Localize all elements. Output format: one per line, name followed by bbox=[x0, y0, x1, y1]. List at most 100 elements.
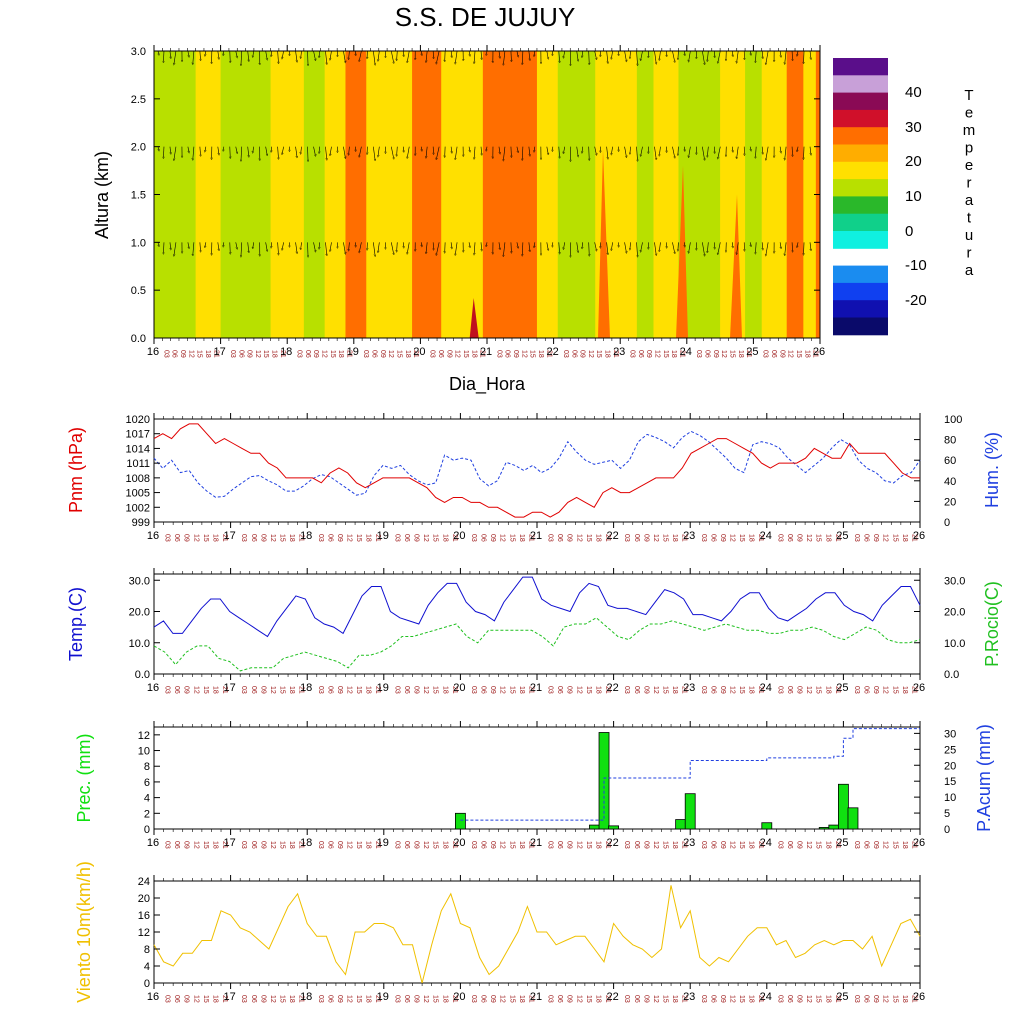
hour-label: 09 bbox=[413, 534, 420, 542]
hour-label: 06 bbox=[480, 841, 487, 849]
y-tick-label-right: 80 bbox=[944, 435, 956, 447]
hour-label: 21 bbox=[604, 995, 611, 1003]
hour-label: 12 bbox=[192, 686, 199, 694]
hour-label: 06 bbox=[173, 686, 180, 694]
day-label: 20 bbox=[453, 682, 465, 694]
precipitation-bar bbox=[675, 819, 687, 830]
wind-arrow bbox=[564, 242, 566, 248]
wind-arrow bbox=[582, 146, 583, 153]
wind-arrow bbox=[158, 50, 159, 54]
day-label: 22 bbox=[606, 530, 618, 542]
hour-label: 06 bbox=[863, 841, 870, 849]
hour-label: 18 bbox=[901, 841, 908, 849]
wind-arrow bbox=[301, 242, 302, 249]
hour-label: 15 bbox=[661, 534, 668, 542]
hour-label: 09 bbox=[796, 995, 803, 1003]
legend-title-letter: t bbox=[967, 210, 972, 227]
hour-label: 12 bbox=[575, 995, 582, 1003]
y-tick-label-right: 60 bbox=[944, 455, 956, 467]
wind-arrow bbox=[499, 146, 500, 154]
hour-label: 06 bbox=[173, 995, 180, 1003]
y-tick-label-right: 10.0 bbox=[944, 638, 965, 650]
wind-arrow bbox=[611, 242, 613, 249]
wind-arrow bbox=[785, 242, 787, 255]
hour-label: 06 bbox=[326, 686, 333, 694]
wind-arrow bbox=[455, 50, 458, 63]
y-tick-label: 10 bbox=[138, 746, 150, 758]
wind-arrow bbox=[158, 242, 159, 245]
hour-label: 12 bbox=[499, 686, 506, 694]
wind-arrow bbox=[349, 50, 350, 59]
wind-arrow bbox=[707, 146, 708, 157]
day-label: 25 bbox=[746, 346, 758, 358]
wind-arrow bbox=[702, 146, 704, 160]
height-tick-label: 1.0 bbox=[131, 237, 146, 249]
temperature-band bbox=[653, 51, 679, 338]
hour-label: 03 bbox=[317, 995, 324, 1003]
day-label: 26 bbox=[913, 682, 925, 694]
hour-label: 09 bbox=[183, 841, 190, 849]
wind-arrow bbox=[707, 50, 708, 61]
wind-arrow bbox=[205, 242, 206, 246]
hour-label: 15 bbox=[202, 534, 209, 542]
day-label: 20 bbox=[453, 991, 465, 1003]
hour-label: 09 bbox=[336, 534, 343, 542]
wind-arrow bbox=[474, 146, 475, 159]
hour-label: 21 bbox=[451, 995, 458, 1003]
hour-label: 15 bbox=[196, 350, 203, 358]
legend-title-letter: e bbox=[965, 105, 973, 122]
hour-label: 18 bbox=[748, 995, 755, 1003]
hour-label: 21 bbox=[834, 534, 841, 542]
wind-arrow bbox=[330, 242, 332, 250]
wind-arrow bbox=[780, 146, 781, 153]
y-tick-label: 4 bbox=[144, 961, 150, 973]
hour-label: 12 bbox=[805, 841, 812, 849]
hour-label: 18 bbox=[671, 841, 678, 849]
hour-label: 12 bbox=[575, 686, 582, 694]
wind-arrow bbox=[486, 50, 487, 55]
height-tick-label: 3.0 bbox=[131, 46, 146, 58]
temperature-band bbox=[636, 51, 654, 338]
wind-arrow bbox=[529, 50, 530, 60]
hour-label: 15 bbox=[738, 995, 745, 1003]
wind-arrow bbox=[421, 242, 422, 246]
hour-label: 18 bbox=[671, 686, 678, 694]
hour-label: 03 bbox=[853, 534, 860, 542]
legend-swatch bbox=[833, 161, 888, 180]
hour-label: 18 bbox=[518, 995, 525, 1003]
day-label: 17 bbox=[213, 346, 225, 358]
hour-label: 21 bbox=[545, 350, 552, 358]
prec-axis-label: Prec. (mm) bbox=[74, 734, 94, 823]
hour-label: 15 bbox=[508, 534, 515, 542]
hour-label: 18 bbox=[441, 686, 448, 694]
hour-label: 18 bbox=[901, 534, 908, 542]
hour-label: 06 bbox=[786, 995, 793, 1003]
temperature-band bbox=[270, 51, 305, 338]
hour-label: 15 bbox=[278, 686, 285, 694]
temperature-band bbox=[536, 51, 559, 338]
hour-label: 21 bbox=[910, 534, 917, 542]
day-label: 24 bbox=[680, 346, 692, 358]
temperature-band bbox=[366, 51, 413, 338]
wind-arrow bbox=[343, 146, 345, 158]
hour-label: 12 bbox=[805, 995, 812, 1003]
hour-label: 21 bbox=[834, 995, 841, 1003]
hour-label: 12 bbox=[729, 686, 736, 694]
day-label: 18 bbox=[300, 682, 312, 694]
height-tick-label: 1.5 bbox=[131, 190, 146, 202]
hour-label: 03 bbox=[393, 841, 400, 849]
wind-arrow bbox=[582, 242, 583, 248]
hour-label: 03 bbox=[470, 534, 477, 542]
hour-label: 21 bbox=[221, 841, 228, 849]
day-label: 19 bbox=[377, 837, 389, 849]
hour-label: 06 bbox=[863, 995, 870, 1003]
hour-label: 21 bbox=[910, 686, 917, 694]
y-tick-label-right: 20 bbox=[944, 760, 956, 772]
day-label: 24 bbox=[760, 837, 772, 849]
hour-label: 06 bbox=[709, 686, 716, 694]
wind-arrow bbox=[529, 146, 530, 156]
legend-title-letter: a bbox=[965, 262, 974, 279]
hour-label: 06 bbox=[370, 350, 377, 358]
